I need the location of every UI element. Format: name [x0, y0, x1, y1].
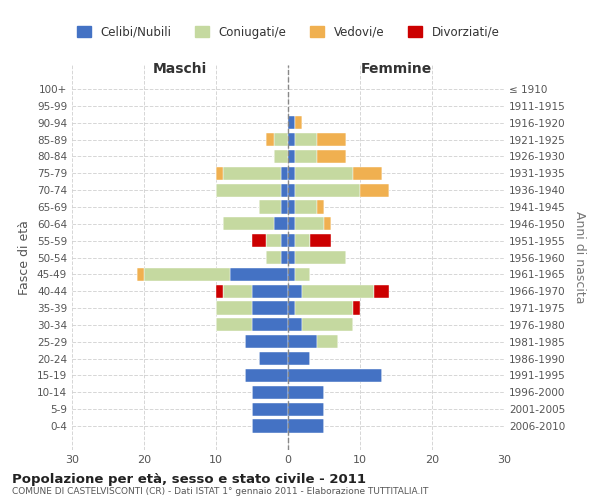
Text: Femmine: Femmine [361, 62, 431, 76]
Bar [288, 318, 302, 332]
Bar [252, 386, 288, 399]
Bar [295, 217, 324, 230]
Bar [223, 217, 274, 230]
Bar [295, 116, 302, 130]
Bar [310, 234, 331, 247]
Bar [295, 184, 360, 196]
Bar [353, 302, 360, 314]
Bar [295, 200, 317, 213]
Bar [274, 133, 288, 146]
Bar [252, 402, 288, 415]
Text: Popolazione per età, sesso e stato civile - 2011: Popolazione per età, sesso e stato civil… [12, 472, 366, 486]
Bar [288, 217, 295, 230]
Bar [302, 318, 353, 332]
Text: Maschi: Maschi [153, 62, 207, 76]
Bar [317, 335, 338, 348]
Bar [281, 251, 288, 264]
Bar [288, 284, 302, 298]
Bar [288, 166, 295, 180]
Bar [266, 251, 281, 264]
Bar [216, 166, 223, 180]
Bar [288, 302, 295, 314]
Bar [216, 302, 252, 314]
Bar [288, 420, 324, 432]
Bar [288, 234, 295, 247]
Bar [288, 116, 295, 130]
Bar [295, 150, 317, 163]
Bar [360, 184, 389, 196]
Bar [295, 166, 353, 180]
Bar [281, 166, 288, 180]
Bar [353, 166, 382, 180]
Bar [288, 268, 295, 281]
Bar [288, 386, 324, 399]
Bar [252, 284, 288, 298]
Bar [245, 335, 288, 348]
Bar [266, 133, 274, 146]
Bar [288, 133, 295, 146]
Bar [288, 251, 295, 264]
Bar [252, 302, 288, 314]
Bar [216, 184, 281, 196]
Legend: Celibi/Nubili, Coniugati/e, Vedovi/e, Divorziati/e: Celibi/Nubili, Coniugati/e, Vedovi/e, Di… [72, 21, 504, 44]
Bar [144, 268, 230, 281]
Bar [288, 184, 295, 196]
Bar [295, 234, 310, 247]
Bar [216, 284, 223, 298]
Bar [317, 133, 346, 146]
Bar [252, 318, 288, 332]
Bar [259, 352, 288, 365]
Bar [252, 234, 266, 247]
Bar [288, 200, 295, 213]
Bar [295, 133, 317, 146]
Bar [223, 284, 252, 298]
Bar [317, 150, 346, 163]
Bar [216, 318, 252, 332]
Bar [223, 166, 281, 180]
Bar [288, 335, 317, 348]
Bar [295, 251, 346, 264]
Bar [281, 234, 288, 247]
Y-axis label: Fasce di età: Fasce di età [19, 220, 31, 295]
Bar [245, 369, 288, 382]
Y-axis label: Anni di nascita: Anni di nascita [574, 211, 586, 304]
Bar [317, 200, 324, 213]
Bar [137, 268, 144, 281]
Bar [288, 352, 310, 365]
Bar [295, 268, 310, 281]
Bar [274, 150, 288, 163]
Bar [274, 217, 288, 230]
Bar [288, 150, 295, 163]
Bar [281, 184, 288, 196]
Bar [259, 200, 281, 213]
Bar [252, 420, 288, 432]
Bar [281, 200, 288, 213]
Bar [266, 234, 281, 247]
Bar [288, 402, 324, 415]
Bar [295, 302, 353, 314]
Bar [288, 369, 382, 382]
Bar [230, 268, 288, 281]
Bar [324, 217, 331, 230]
Text: COMUNE DI CASTELVISCONTI (CR) - Dati ISTAT 1° gennaio 2011 - Elaborazione TUTTIT: COMUNE DI CASTELVISCONTI (CR) - Dati IST… [12, 488, 428, 496]
Bar [374, 284, 389, 298]
Bar [302, 284, 374, 298]
